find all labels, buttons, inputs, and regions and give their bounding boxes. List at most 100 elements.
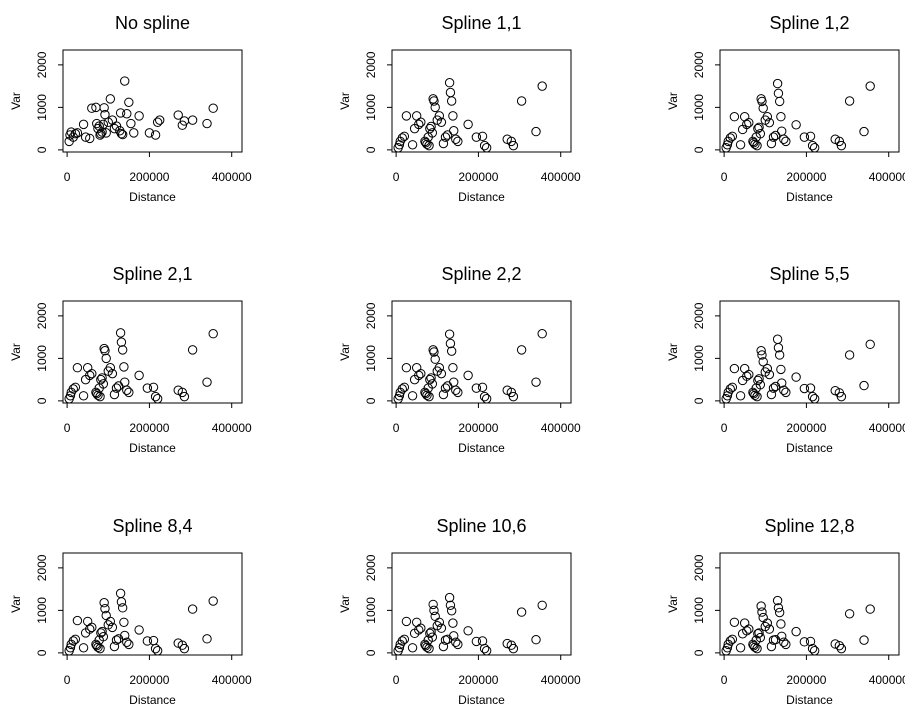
plot-frame [719,49,900,153]
data-point [134,111,144,121]
data-point [109,389,120,400]
data-point [516,607,527,617]
data-point [537,329,547,339]
y-axis-label: Var [338,595,352,613]
plot-frame [719,552,900,656]
data-point [134,370,144,381]
y-tick-label: 0 [364,649,378,656]
scatter-panel: Spline 10,6 0 200000 400000 0 1000 2000 Distanc… [338,516,581,707]
data-point [401,363,412,373]
panel-title: No spline [115,13,190,33]
data-point [152,117,163,127]
data-point [859,126,869,137]
data-point [430,102,440,113]
data-point [809,394,820,404]
data-point [82,616,93,627]
data-point [764,117,775,128]
data-point [115,108,126,118]
data-point [451,385,461,395]
y-tick-label: 2000 [364,554,378,581]
data-point [799,383,810,394]
data-point [444,78,455,88]
data-point [865,339,875,350]
data-point [735,391,746,401]
data-point [144,128,155,138]
data-point [531,635,541,645]
data-point [805,383,816,393]
data-point [120,76,130,86]
data-point [735,643,746,653]
data-point [446,346,457,356]
data-point [80,132,91,142]
data-point [463,626,473,636]
data-point [85,624,95,634]
data-point [809,646,820,656]
data-point [779,385,789,395]
data-point [99,103,109,113]
y-tick-label: 0 [35,649,49,656]
data-point [68,384,78,394]
data-point [442,130,453,140]
data-point [96,129,106,139]
y-tick-label: 0 [692,649,706,656]
data-point [836,391,847,402]
data-point [401,616,412,627]
data-point [173,110,183,120]
data-point [129,128,139,138]
data-point [742,371,752,381]
data-point [116,337,127,347]
scatter-panel: Spline 1,2 0 200000 400000 0 1000 2000 Distance… [666,13,905,204]
data-point [85,370,95,381]
data-point [781,387,791,398]
data-point [865,81,875,91]
data-point [97,626,107,637]
data-point [427,128,438,138]
data-point [768,383,779,393]
x-tick-label: 0 [393,421,400,435]
data-point [805,636,816,647]
data-point [446,96,457,106]
data-point [429,347,439,357]
data-point [773,88,784,99]
data-point [766,641,777,652]
data-point [111,383,122,393]
data-point [416,623,426,633]
data-point [78,643,89,653]
data-point [78,391,89,401]
y-axis-label: Var [9,92,23,110]
data-point [777,378,787,388]
scatter-panel: Spline 12,8 0 200000 400000 0 1000 2000 Distanc… [666,516,905,707]
scatter-panel: Spline 2,2 0 200000 400000 0 1000 2000 Distance… [338,264,581,455]
data-point [179,643,190,654]
data-point [774,350,785,360]
y-axis-label: Var [338,92,352,110]
data-point [451,637,461,647]
data-point [414,119,424,130]
data-point [477,636,488,646]
data-point [426,627,436,637]
data-point [776,364,786,375]
data-point [749,640,759,651]
data-point [107,368,118,379]
data-point [101,128,111,138]
data-point [844,609,855,619]
data-point [122,109,132,119]
data-point [762,363,773,374]
data-point [202,118,212,129]
data-point [739,618,750,628]
data-point [105,616,116,627]
panel-title: Spline 5,5 [769,264,849,284]
scatter-panel: Spline 2,1 0 200000 400000 0 1000 2000 Distance… [9,264,252,455]
y-tick-label: 0 [35,397,49,404]
data-point [836,140,847,151]
data-point [397,133,407,143]
data-point [422,390,432,401]
data-point [92,640,102,651]
data-point [774,607,785,618]
data-point [502,638,512,649]
data-point [727,634,738,644]
y-tick-label: 1000 [692,94,706,121]
data-point [739,363,750,374]
data-point [98,119,109,130]
data-point [438,138,449,149]
